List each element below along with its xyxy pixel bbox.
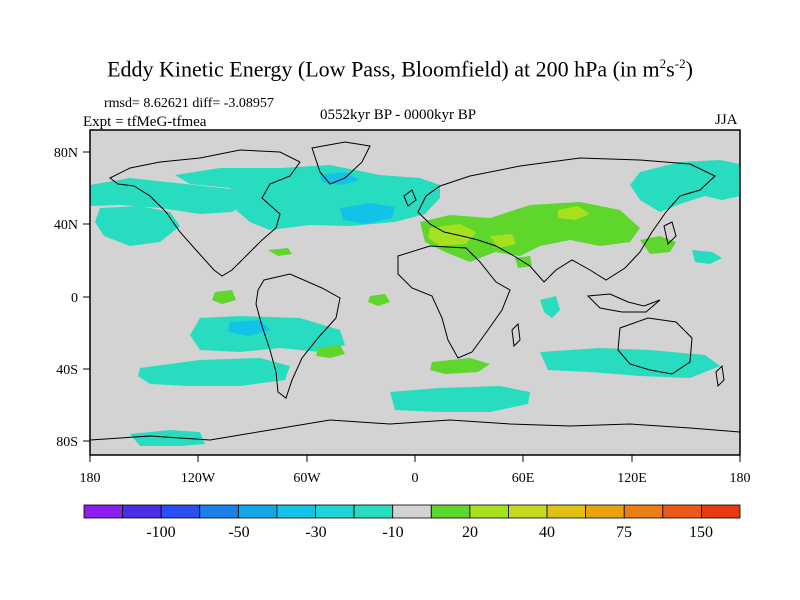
colorbar-swatch <box>469 504 509 519</box>
central-asia-core <box>558 206 590 220</box>
lon-tick-60w: 60W <box>293 471 321 486</box>
colorbar-label--50: -50 <box>228 524 249 541</box>
east-siberia-band <box>630 160 740 212</box>
colorbar-label--100: -100 <box>146 524 175 541</box>
greenland-coast <box>311 141 371 185</box>
colorbar-swatch <box>83 504 123 519</box>
colorbar-swatch <box>353 504 394 519</box>
latitude-axis: 80N 40N 0 40S 80S <box>54 146 90 450</box>
lon-tick-180w: 180 <box>80 471 101 486</box>
colorbar-swatch <box>237 504 278 519</box>
south-africa-patch <box>430 358 490 374</box>
experiment-label: Expt = tfMeG-tfmea <box>83 114 207 130</box>
colorbar-label--10: -10 <box>382 524 403 541</box>
lon-tick-180e: 180 <box>730 471 751 486</box>
colorbar-labels: -100 -50 -30 -10 20 40 75 150 <box>146 524 713 541</box>
colorbar-swatch <box>199 504 239 519</box>
atlantic-tropics-patch <box>368 294 390 306</box>
eurasia-band <box>420 202 640 262</box>
great-britain-coast <box>403 189 417 207</box>
south-pacific-core <box>228 320 270 336</box>
middle-east-core <box>490 234 516 248</box>
yellowgreen-regions <box>428 206 590 248</box>
colorbar-swatch <box>623 504 664 519</box>
colorbar-swatch <box>508 504 548 519</box>
colorbar-swatch <box>585 504 625 519</box>
south-indian-band <box>540 348 720 378</box>
colorbar-label-40: 40 <box>539 524 555 541</box>
eurasia-coast <box>417 157 716 283</box>
lon-tick-120w: 120W <box>181 471 216 486</box>
pacific-tropics-patch <box>212 290 236 304</box>
lat-tick-40s: 40S <box>56 363 78 378</box>
antarctica-coast <box>90 419 740 441</box>
africa-coast <box>397 245 511 359</box>
anomaly-field <box>90 141 740 446</box>
north-atlantic-core <box>340 203 395 224</box>
lon-tick-120e: 120E <box>617 471 647 486</box>
south-pacific-lower <box>138 358 290 386</box>
colorbar-swatch <box>662 504 702 519</box>
colorbar-swatch <box>430 504 471 519</box>
colorbar-swatch <box>701 504 741 519</box>
caribbean-patch <box>268 248 292 256</box>
west-pacific-patch <box>692 250 722 264</box>
colorbar-swatch <box>160 504 201 519</box>
colorbar-swatch <box>392 504 432 519</box>
colorbar-label-150: 150 <box>689 524 713 541</box>
madagascar-coast <box>511 322 521 348</box>
lat-tick-40n: 40N <box>54 218 78 233</box>
coastlines <box>90 141 740 441</box>
colorbar-label--30: -30 <box>305 524 326 541</box>
south-atlantic-band <box>390 386 530 412</box>
arctic-core <box>320 172 360 185</box>
colorbar-swatch <box>315 504 355 519</box>
colorbar-swatch <box>276 504 316 519</box>
north-pacific-band <box>90 178 250 214</box>
colorbar-swatch <box>546 504 587 519</box>
lat-tick-80n: 80N <box>54 146 78 161</box>
south-pacific-band <box>190 316 345 352</box>
cyan-regions <box>90 160 740 446</box>
south-atlantic-patch <box>316 345 345 358</box>
colorbar <box>83 504 741 519</box>
lat-tick-80s: 80S <box>56 435 78 450</box>
colorbar-label-20: 20 <box>462 524 478 541</box>
lon-tick-60e: 60E <box>512 471 535 486</box>
japan-coast <box>663 221 677 245</box>
colorbar-swatch <box>122 504 162 519</box>
south-america-coast <box>255 273 341 399</box>
north-america-coast <box>109 149 301 277</box>
new-zealand-coast <box>715 364 725 388</box>
lat-tick-0: 0 <box>71 291 78 306</box>
longitude-axis: 180 120W 60W 0 60E 120E 180 <box>80 455 751 486</box>
season-label: JJA <box>715 112 738 128</box>
colorbar-label-75: 75 <box>616 524 632 541</box>
stats-label: rmsd= 8.62621 diff= -3.08957 <box>104 96 274 111</box>
period-label: 0552kyr BP - 0000kyr BP <box>320 107 477 123</box>
southeast-asia-patch <box>540 296 560 318</box>
indonesia-coast <box>586 293 661 313</box>
figure-title: Eddy Kinetic Energy (Low Pass, Bloomfiel… <box>107 56 693 82</box>
blue-regions <box>228 172 395 336</box>
lon-tick-0: 0 <box>412 471 419 486</box>
antarctic-coast-strip <box>130 430 205 446</box>
north-pacific-blob <box>95 206 180 246</box>
australia-coast <box>617 317 693 375</box>
